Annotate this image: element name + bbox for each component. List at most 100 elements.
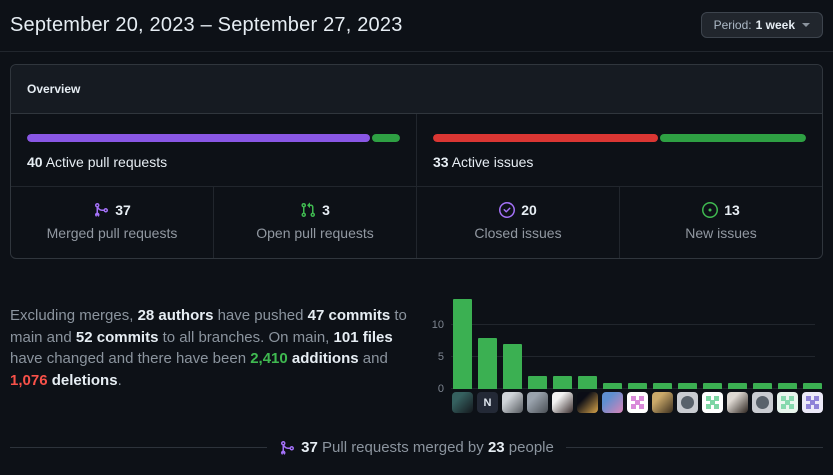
author-avatar[interactable] [777, 392, 798, 413]
commit-bar[interactable] [653, 382, 672, 389]
stat-merged-pull-requests[interactable]: 37 Merged pull requests [11, 187, 213, 258]
summary-segment: have pushed [213, 307, 308, 324]
y-tick-label: 10 [431, 319, 444, 331]
stat-value: 13 [724, 202, 740, 218]
period-select-button[interactable]: Period: 1 week [700, 12, 823, 38]
commit-bars [453, 293, 822, 389]
stat-label: New issues [685, 225, 757, 241]
stat-value: 20 [521, 202, 537, 218]
author-avatar[interactable] [577, 392, 598, 413]
active-issues-label: 33 Active issues [433, 154, 806, 170]
active-pull-requests-count: 40 [27, 154, 43, 170]
page-title: September 20, 2023 – September 27, 2023 [10, 13, 403, 36]
active-pull-requests-text: Active pull requests [45, 154, 168, 170]
closed-segment [433, 134, 658, 142]
y-tick-label: 5 [437, 351, 444, 363]
summary-segment: and [358, 350, 388, 367]
gridline-10 [451, 324, 815, 325]
active-issues-text: Active issues [451, 154, 534, 170]
stat-label: Closed issues [474, 225, 562, 241]
active-pull-requests-section: 40 Active pull requests [11, 114, 416, 186]
active-issues-count: 33 [433, 154, 449, 170]
summary-segment: have changed and there have been [10, 350, 251, 367]
people-count: 23 [487, 439, 505, 456]
identicon-pattern [706, 396, 711, 401]
summary-segment: to all branches. On main, [158, 328, 334, 346]
git-merge-icon [95, 203, 109, 217]
stat-value: 37 [115, 202, 131, 218]
summary-segment: 47 commits [307, 307, 391, 324]
git-pull-request-icon [301, 202, 316, 218]
author-avatar[interactable] [502, 392, 523, 413]
author-avatar[interactable] [727, 392, 748, 413]
commit-bar[interactable] [728, 382, 747, 389]
commit-bar[interactable] [628, 382, 647, 389]
stat-open-pull-requests[interactable]: 3 Open pull requests [213, 187, 416, 258]
overview-panel: Overview 40 Active pull requests 33 Acti… [10, 64, 823, 259]
commit-bar[interactable] [453, 299, 472, 389]
active-issues-section: 33 Active issues [416, 114, 822, 186]
author-avatar[interactable] [677, 392, 698, 413]
divider-line [565, 447, 823, 448]
commit-bar[interactable] [503, 344, 522, 389]
author-avatar[interactable] [802, 392, 823, 413]
author-avatar[interactable] [552, 392, 573, 413]
gridline-5 [451, 356, 815, 357]
author-avatar[interactable] [652, 392, 673, 413]
overview-panel-title: Overview [11, 65, 822, 114]
commits-per-author-chart: 0 5 10 N [428, 293, 823, 413]
summary-segment: 1,076 [10, 371, 48, 389]
stat-label: Open pull requests [256, 225, 374, 241]
page-header: September 20, 2023 – September 27, 2023 … [0, 0, 833, 52]
stats-row: 37 Merged pull requests 3 Open pull requ… [11, 186, 822, 258]
main-section: Excluding merges, 28 authors have pushed… [0, 293, 833, 413]
summary-segment: Excluding merges, [10, 307, 138, 324]
chevron-down-icon [802, 23, 810, 27]
period-value: 1 week [755, 18, 795, 32]
author-avatar[interactable]: N [477, 392, 498, 413]
stat-new-issues[interactable]: 13 New issues [619, 187, 822, 258]
author-avatar[interactable] [527, 392, 548, 413]
commit-bar[interactable] [478, 337, 497, 389]
stat-label: Merged pull requests [46, 225, 178, 241]
author-avatar[interactable] [702, 392, 723, 413]
identicon-pattern [806, 396, 811, 401]
commit-bar[interactable] [803, 382, 822, 389]
identicon-pattern [631, 396, 636, 401]
summary-segment: . [117, 371, 122, 389]
octocat-silhouette [681, 396, 694, 409]
identicon-pattern [781, 396, 786, 401]
git-merge-icon [281, 440, 295, 455]
merged-prs-footer: 37 Pull requests merged by 23 people [10, 439, 823, 456]
summary-segment: 101 files [333, 328, 393, 346]
summary-segment: to main and [10, 307, 407, 346]
commit-bar[interactable] [778, 382, 797, 389]
author-avatar[interactable] [602, 392, 623, 413]
summary-segment: additions [291, 350, 359, 367]
new-segment [659, 134, 806, 142]
commit-bar[interactable] [578, 376, 597, 389]
commit-bar[interactable] [603, 382, 622, 389]
commit-bar[interactable] [528, 376, 547, 389]
summary-segment: 28 authors [137, 307, 214, 324]
period-label: Period: [713, 18, 752, 32]
stat-closed-issues[interactable]: 20 Closed issues [416, 187, 619, 258]
summary-segment: deletions [51, 371, 118, 389]
active-pull-requests-label: 40 Active pull requests [27, 154, 400, 170]
pull-requests-progress-bar [27, 134, 400, 142]
commit-bar[interactable] [678, 382, 697, 389]
author-avatar[interactable] [627, 392, 648, 413]
author-avatar[interactable] [452, 392, 473, 413]
chart-plot-area: 0 5 10 [432, 293, 823, 395]
y-tick-label: 0 [437, 383, 444, 395]
merged-pr-count: 37 [301, 439, 318, 456]
commit-bar[interactable] [553, 376, 572, 389]
issues-progress-bar [433, 134, 806, 142]
commit-bar[interactable] [753, 382, 772, 389]
footer-end-text: people [504, 439, 554, 456]
author-avatar[interactable] [752, 392, 773, 413]
divider-line [10, 447, 268, 448]
author-avatars-row: N [452, 392, 823, 413]
commit-bar[interactable] [703, 382, 722, 389]
footer-mid-text: Pull requests merged by [317, 439, 488, 456]
